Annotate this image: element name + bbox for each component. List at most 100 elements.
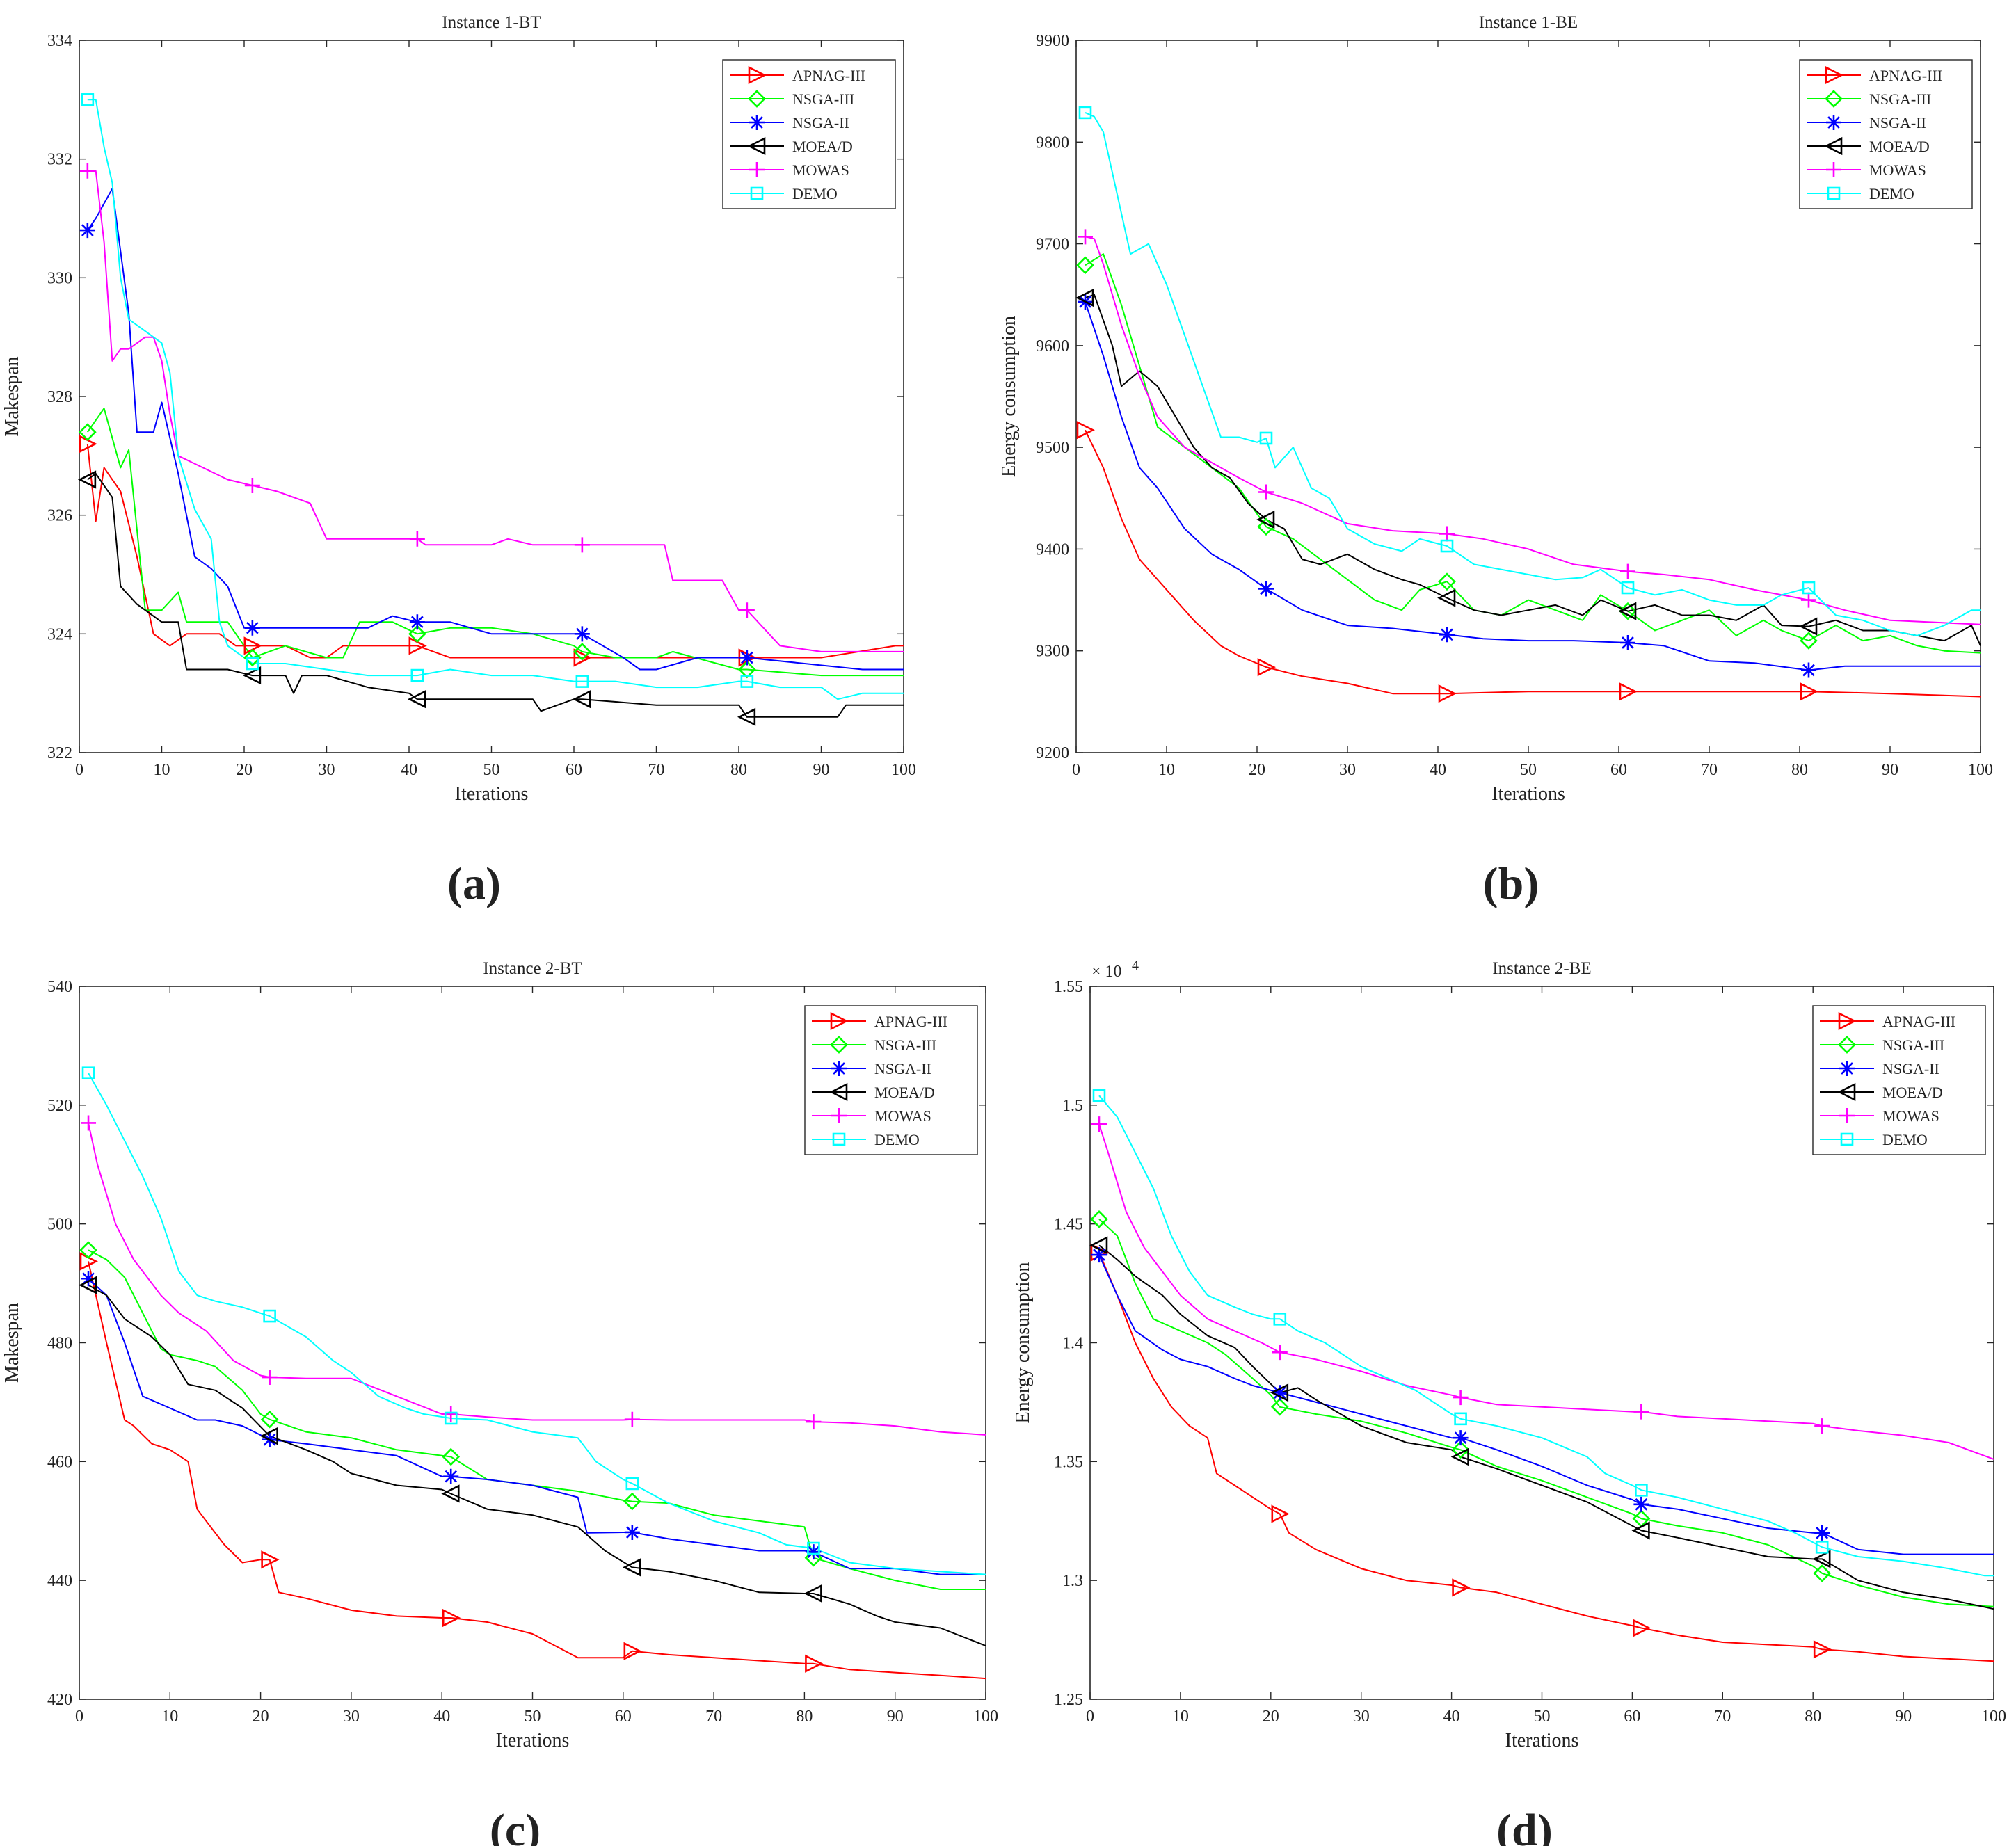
- marker-demo: [444, 1411, 458, 1425]
- x-tick-label: 60: [1610, 761, 1627, 779]
- series-line-mowas: [87, 170, 904, 652]
- x-tick-label: 10: [1158, 761, 1175, 779]
- y-axis-label: Makespan: [1, 356, 23, 436]
- y-tick-label: 9600: [1036, 337, 1069, 355]
- marker-demo: [1454, 1412, 1467, 1426]
- y-tick-label: 9800: [1036, 134, 1069, 152]
- x-tick-label: 50: [1520, 761, 1537, 779]
- series-line-moea-d: [1098, 1244, 1994, 1610]
- x-tick-label: 50: [1534, 1708, 1551, 1726]
- y-exponent-label: × 10: [1091, 963, 1122, 981]
- legend-marker: [1824, 136, 1843, 156]
- marker-nsga-ii: [624, 1524, 640, 1540]
- y-tick-label: 1.3: [1062, 1572, 1083, 1590]
- series-line-demo: [1085, 111, 1981, 636]
- marker-demo: [1273, 1313, 1287, 1326]
- marker-mowas: [81, 1115, 97, 1131]
- marker-demo: [625, 1477, 639, 1491]
- legend-entry: NSGA-III: [1869, 90, 1931, 108]
- panel-b: 0 10 20 30 40 50 60 70 80 90 100 9200 9300 9400 9500 96…: [998, 13, 1993, 909]
- x-tick-label: 30: [1339, 761, 1356, 779]
- series-line-mowas: [1098, 1123, 1994, 1460]
- series-line-demo: [88, 1073, 986, 1575]
- y-tick-label: 9300: [1036, 643, 1069, 661]
- marker-moea-d: [77, 470, 97, 489]
- legend-marker: [748, 90, 766, 108]
- x-axis-label: Iterations: [1505, 1730, 1579, 1751]
- y-tick-label: 1.35: [1054, 1453, 1083, 1471]
- x-tick-label: 70: [648, 761, 665, 779]
- legend-marker: [1839, 1061, 1855, 1076]
- y-tick-label: 332: [47, 151, 72, 169]
- marker-moea-d: [259, 1427, 278, 1445]
- legend-entry: MOWAS: [874, 1107, 931, 1125]
- x-tick-label: 30: [343, 1708, 360, 1726]
- marker-apnag-iii: [1271, 1504, 1290, 1523]
- marker-apnag-iii: [1438, 684, 1457, 703]
- marker-moea-d: [441, 1484, 460, 1503]
- panel-caption: (b): [1483, 858, 1539, 909]
- marker-apnag-iii: [1076, 421, 1095, 440]
- legend-marker: [1837, 1082, 1856, 1102]
- panel-caption: (c): [490, 1805, 541, 1846]
- x-tick-label: 100: [1968, 761, 1993, 779]
- marker-apnag-iii: [1619, 682, 1638, 701]
- marker-nsga-ii: [806, 1544, 822, 1560]
- y-exponent-power: 4: [1132, 958, 1139, 973]
- legend-marker: [1827, 186, 1841, 200]
- marker-nsga-ii: [739, 650, 755, 666]
- marker-nsga-iii: [1813, 1564, 1832, 1582]
- legend-entry: MOEA/D: [792, 138, 853, 155]
- marker-apnag-iii: [805, 1654, 824, 1673]
- series-line-apnag-iii: [88, 1261, 986, 1680]
- marker-mowas: [1439, 526, 1455, 542]
- marker-nsga-ii: [1258, 581, 1274, 597]
- series-layer: [86, 99, 904, 718]
- y-tick-label: 326: [47, 507, 72, 525]
- x-tick-label: 90: [813, 761, 830, 779]
- marker-moea-d: [803, 1584, 822, 1603]
- legend-entry: NSGA-II: [874, 1060, 931, 1077]
- series-line-mowas: [1085, 236, 1981, 625]
- legend-entry: DEMO: [792, 185, 838, 202]
- marker-apnag-iii: [1633, 1619, 1651, 1637]
- marker-moea-d: [1618, 602, 1637, 620]
- x-tick-label: 30: [1353, 1708, 1370, 1726]
- y-tick-label: 540: [47, 978, 72, 996]
- marker-demo: [81, 93, 95, 106]
- marker-mowas: [262, 1370, 278, 1386]
- y-tick-label: 9200: [1036, 744, 1069, 762]
- legend-box: [722, 59, 896, 209]
- marker-nsga-ii: [1453, 1430, 1469, 1446]
- x-tick-label: 80: [1791, 761, 1808, 779]
- y-tick-label: 1.5: [1062, 1097, 1083, 1115]
- series-line-nsga-ii: [1085, 301, 1981, 671]
- chart-title: Instance 1-BE: [1479, 13, 1578, 32]
- y-tick-label: 1.55: [1054, 978, 1083, 996]
- x-tick-label: 40: [433, 1708, 450, 1726]
- x-tick-label: 80: [796, 1708, 813, 1726]
- marker-apnag-iii: [1813, 1640, 1832, 1659]
- x-tick-label: 100: [973, 1708, 998, 1726]
- marker-mowas: [1078, 229, 1093, 245]
- legend-entry: NSGA-II: [792, 114, 849, 131]
- marker-nsga-ii: [79, 223, 95, 239]
- legend-marker: [1825, 90, 1843, 108]
- marker-nsga-iii: [804, 1548, 823, 1567]
- series-line-moea-d: [1085, 294, 1981, 646]
- x-tick-label: 50: [525, 1708, 541, 1726]
- marker-mowas: [1453, 1390, 1469, 1406]
- legend-marker: [1826, 115, 1841, 130]
- marker-nsga-iii: [573, 643, 591, 661]
- marker-apnag-iii: [442, 1608, 461, 1628]
- legend-entry: APNAG-III: [874, 1013, 947, 1030]
- marker-nsga-ii: [1633, 1496, 1649, 1512]
- legend-entry: MOWAS: [792, 161, 849, 179]
- marker-mowas: [409, 531, 425, 547]
- marker-moea-d: [407, 690, 426, 709]
- x-axis-label: Iterations: [455, 783, 529, 805]
- marker-nsga-ii: [1439, 627, 1455, 643]
- marker-mowas: [1091, 1116, 1107, 1132]
- marker-mowas: [79, 163, 95, 179]
